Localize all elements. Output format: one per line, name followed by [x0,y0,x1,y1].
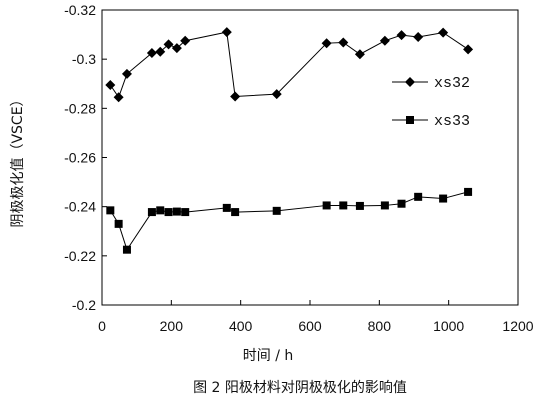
series-layer [105,27,474,254]
data-point-xs33 [380,201,389,210]
y-tick-label: -0.22 [64,248,96,264]
series-line-xs32 [109,31,469,99]
data-point-xs33 [439,194,448,203]
data-point-xs32 [221,27,232,38]
x-tick-label: 1200 [502,318,533,334]
data-point-xs32 [321,38,332,49]
plot-area [101,9,519,306]
y-tick-label: -0.3 [72,51,96,67]
legend-item-xs32: xs32 [392,75,470,92]
x-axis-ticks: 0 200 400 600 800 1000 1200 [98,300,534,334]
data-point-xs32 [396,30,407,41]
data-point-xs32 [155,46,166,57]
data-point-xs32 [463,44,474,55]
x-tick-label: 800 [368,318,392,334]
data-point-xs33 [122,245,131,254]
data-point-xs33 [172,207,181,216]
legend: xs32 xs33 [392,75,470,130]
y-axis-ticks: -0.32 -0.3 -0.28 -0.26 -0.24 -0.22 -0.2 [64,2,107,313]
legend-marker [405,77,415,87]
data-point-xs33 [222,203,231,212]
y-tick-label: -0.2 [72,297,96,313]
data-point-xs32 [230,91,241,102]
data-point-xs32 [271,89,282,100]
data-point-xs33 [339,201,348,210]
data-point-xs33 [164,208,173,217]
data-point-xs33 [156,206,165,215]
data-point-xs32 [379,35,390,46]
data-point-xs33 [464,187,473,196]
data-point-xs33 [414,192,423,201]
data-point-xs32 [105,79,116,90]
legend-marker [406,116,414,124]
y-tick-label: -0.28 [64,100,96,116]
data-point-xs32 [171,43,182,54]
figure-caption: 图 2 阳极材料对阴极极化的影响值 [193,380,407,396]
data-point-xs33 [322,201,331,210]
x-tick-label: 0 [98,318,106,334]
data-point-xs33 [181,208,190,217]
legend-label: xs33 [434,113,470,130]
legend-item-xs33: xs33 [392,113,470,130]
x-tick-label: 200 [160,318,184,334]
series-xs32 [105,27,474,103]
data-point-xs33 [355,201,364,210]
data-point-xs32 [113,92,124,103]
data-point-xs32 [163,39,174,50]
y-tick-label: -0.32 [64,2,96,18]
x-tick-label: 400 [229,318,253,334]
x-tick-label: 600 [298,318,322,334]
y-tick-label: -0.26 [64,150,96,166]
x-axis-title: 时间 / h [243,348,294,364]
series-xs33 [106,187,473,254]
plot-frame [101,9,519,306]
y-axis-title: 阴极极化值（VSCE） [10,92,26,227]
x-tick-label: 1000 [433,318,464,334]
data-point-xs33 [106,206,115,215]
data-point-xs33 [114,219,123,228]
data-point-xs33 [397,199,406,208]
data-point-xs32 [354,49,365,60]
data-point-xs32 [146,48,157,59]
data-point-xs32 [338,37,349,48]
data-point-xs32 [121,68,132,79]
data-point-xs32 [438,27,449,38]
data-point-xs33 [147,208,156,217]
data-point-xs33 [231,208,240,217]
legend-label: xs32 [434,75,470,92]
data-point-xs32 [413,32,424,43]
data-point-xs32 [180,35,191,46]
y-tick-label: -0.24 [64,199,96,215]
data-point-xs33 [272,206,281,215]
